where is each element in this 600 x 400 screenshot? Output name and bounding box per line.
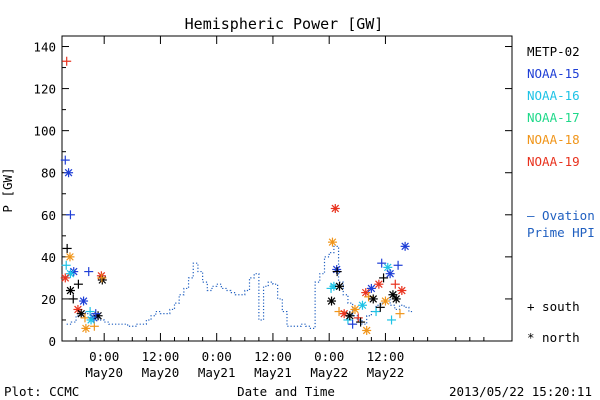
y-tick-label: 140 — [33, 40, 56, 55]
data-point — [80, 313, 90, 323]
data-point — [60, 155, 70, 165]
data-point — [65, 210, 75, 220]
data-point — [79, 296, 89, 306]
data-point — [326, 283, 336, 293]
x-tick-date-label: May22 — [310, 365, 348, 380]
y-tick-label: 80 — [41, 166, 56, 181]
plot-area: 0204060801001201400:00May2012:00May200:0… — [33, 35, 513, 380]
data-point — [391, 294, 401, 304]
data-point — [345, 311, 355, 321]
x-axis-label: Date and Time — [237, 384, 335, 399]
y-axis-label: P [GW] — [0, 167, 15, 212]
data-point — [62, 243, 72, 253]
data-point — [377, 258, 387, 268]
x-tick-date-label: May20 — [142, 365, 180, 380]
data-point — [388, 290, 398, 300]
legend-south-label: + south — [527, 299, 580, 314]
data-point — [390, 279, 400, 289]
data-point — [81, 323, 91, 333]
x-tick-label: 12:00 — [254, 349, 292, 364]
data-point — [380, 296, 390, 306]
footer-timestamp: 2013/05/22 15:20:11 — [449, 384, 592, 399]
data-point — [374, 279, 384, 289]
data-point — [68, 294, 78, 304]
x-tick-date-label: May22 — [367, 365, 405, 380]
data-point — [60, 273, 70, 283]
data-point — [368, 294, 378, 304]
data-point — [64, 168, 74, 178]
x-tick-date-label: May21 — [198, 365, 236, 380]
legend-entry: NOAA-16 — [527, 88, 580, 103]
data-point — [97, 273, 107, 283]
y-tick-label: 20 — [41, 292, 56, 307]
y-tick-label: 120 — [33, 82, 56, 97]
legend-ovation-label: Prime HPI — [527, 225, 595, 240]
x-tick-date-label: May21 — [254, 365, 292, 380]
legend-entry: NOAA-17 — [527, 110, 580, 125]
data-point — [397, 286, 407, 296]
data-point — [356, 317, 366, 327]
x-tick-label: 12:00 — [142, 349, 180, 364]
legend-entry: NOAA-15 — [527, 66, 580, 81]
data-point — [73, 279, 83, 289]
data-point — [371, 307, 381, 317]
data-point — [330, 203, 340, 213]
data-point — [357, 300, 367, 310]
x-tick-date-label: May20 — [85, 365, 123, 380]
data-point — [353, 313, 363, 323]
data-point — [86, 315, 96, 325]
data-point — [387, 315, 397, 325]
data-point — [385, 269, 395, 279]
data-point — [350, 304, 360, 314]
data-point — [61, 260, 71, 270]
data-point — [65, 286, 75, 296]
legend-ovation-label: — Ovation — [527, 208, 595, 223]
x-tick-label: 0:00 — [89, 349, 119, 364]
data-point — [93, 311, 103, 321]
data-point — [332, 267, 342, 277]
y-tick-label: 60 — [41, 208, 56, 223]
x-tick-label: 0:00 — [202, 349, 232, 364]
y-tick-label: 40 — [41, 250, 56, 265]
x-tick-label: 12:00 — [367, 349, 405, 364]
data-point — [85, 307, 95, 317]
legend-north-label: * north — [527, 330, 580, 345]
data-point — [65, 269, 75, 279]
data-point — [393, 260, 403, 270]
data-point — [348, 319, 358, 329]
y-tick-label: 0 — [48, 334, 56, 349]
data-point — [400, 241, 410, 251]
data-point — [84, 267, 94, 277]
legend-entry: NOAA-18 — [527, 132, 580, 147]
y-tick-label: 100 — [33, 124, 56, 139]
chart-title: Hemispheric Power [GW] — [185, 15, 384, 33]
data-point — [327, 296, 337, 306]
legend: METP-02 NOAA-15 NOAA-16 NOAA-17 NOAA-18 NOAA-… — [527, 44, 595, 345]
data-point — [366, 283, 376, 293]
data-point — [339, 309, 349, 319]
legend-entry: NOAA-19 — [527, 154, 580, 169]
ovation-series-line — [66, 245, 414, 329]
data-point — [327, 237, 337, 247]
plot-frame — [61, 35, 513, 342]
data-point — [76, 309, 86, 319]
data-point — [62, 56, 72, 66]
x-tick-label: 0:00 — [314, 349, 344, 364]
data-point — [395, 309, 405, 319]
data-point — [375, 302, 385, 312]
data-point — [335, 281, 344, 291]
legend-entry: METP-02 — [527, 44, 580, 59]
data-point — [379, 273, 389, 283]
footer-plot-credit: Plot: CCMC — [4, 384, 79, 399]
data-point — [65, 252, 75, 262]
data-point — [91, 309, 101, 319]
data-point — [362, 325, 372, 335]
